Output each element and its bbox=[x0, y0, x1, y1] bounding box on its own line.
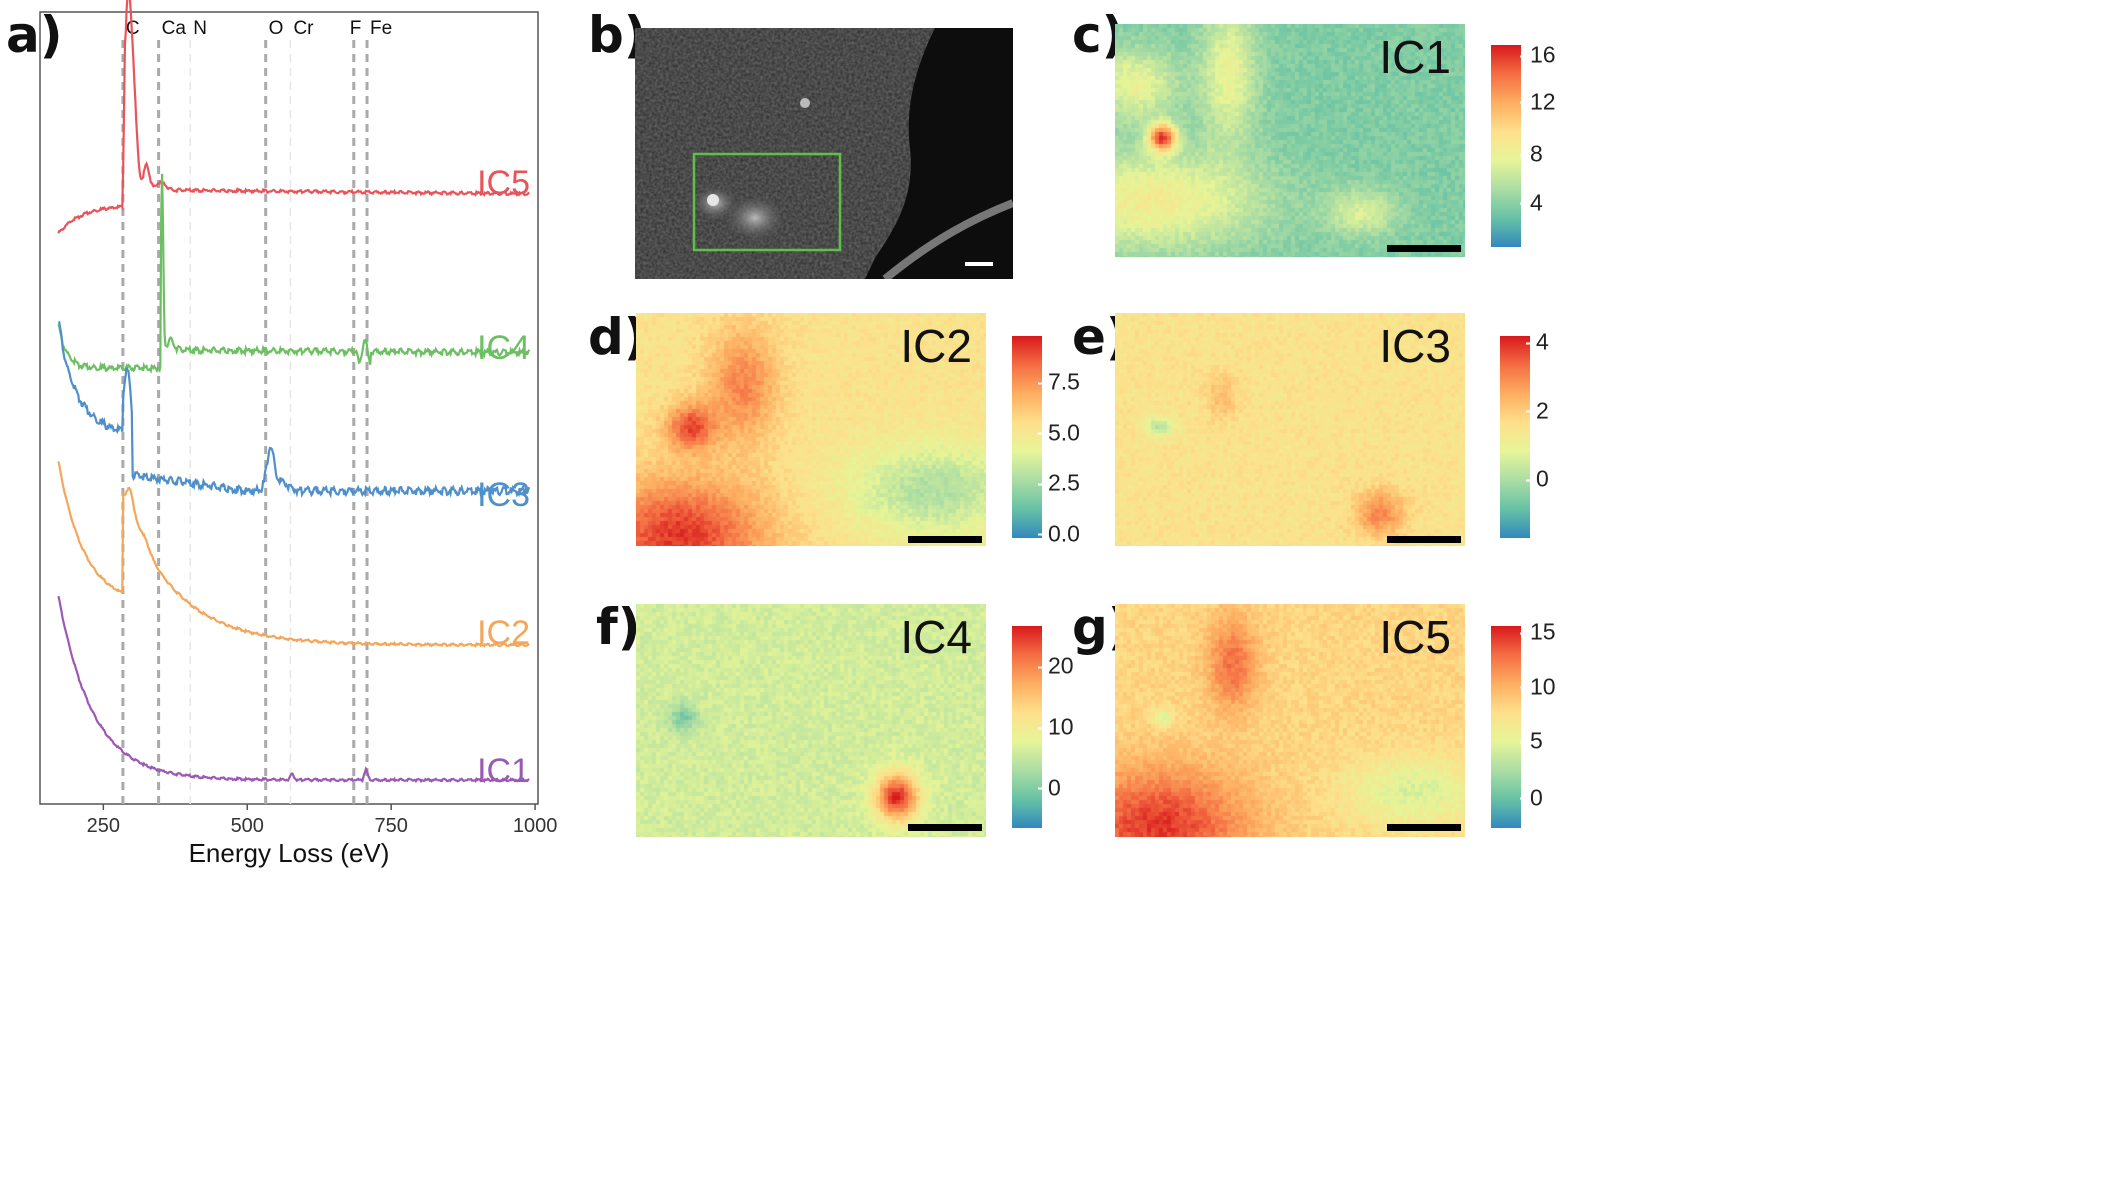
edge-label-F: F bbox=[350, 18, 362, 39]
colorbar-c bbox=[1491, 45, 1521, 247]
series-label-IC2: IC2 bbox=[477, 614, 530, 652]
ic5-map bbox=[1115, 604, 1465, 837]
cbar-tick: 16 bbox=[1520, 41, 1556, 68]
stem-image bbox=[635, 28, 1013, 279]
series-line-IC4 bbox=[57, 173, 531, 374]
cbar-tick: 4 bbox=[1526, 328, 1549, 355]
cbar-tick: 0 bbox=[1520, 784, 1543, 811]
cbar-tick: 15 bbox=[1520, 618, 1556, 645]
cbar-tick: 12 bbox=[1520, 88, 1556, 115]
series-line-IC3 bbox=[57, 320, 531, 499]
stem-image-panel bbox=[635, 28, 1013, 279]
edge-label-Cr: Cr bbox=[293, 18, 314, 39]
ic3-map-panel: IC3 bbox=[1115, 313, 1465, 546]
ic2-map-title: IC2 bbox=[900, 320, 972, 372]
cbar-tick: 7.5 bbox=[1038, 368, 1080, 395]
scale-bar-g bbox=[1387, 824, 1461, 831]
ic2-map-panel: IC2 bbox=[636, 313, 986, 546]
colorbar-f bbox=[1012, 626, 1042, 828]
colorbar-e bbox=[1500, 336, 1530, 538]
scale-bar-d bbox=[908, 536, 982, 543]
ic1-map-title: IC1 bbox=[1379, 31, 1451, 83]
plot-frame bbox=[39, 11, 539, 805]
ic1-map bbox=[1115, 24, 1465, 257]
x-axis-label: Energy Loss (eV) bbox=[189, 838, 390, 868]
scale-bar-e bbox=[1387, 536, 1461, 543]
cbar-tick: 0.0 bbox=[1038, 520, 1080, 547]
ic4-map-title: IC4 bbox=[900, 611, 972, 663]
ic5-map-panel: IC5 bbox=[1115, 604, 1465, 837]
ic3-map bbox=[1115, 313, 1465, 546]
scale-bar-f bbox=[908, 824, 982, 831]
cbar-tick: 10 bbox=[1038, 713, 1074, 740]
cbar-tick: 8 bbox=[1520, 140, 1543, 167]
cbar-tick: 20 bbox=[1038, 652, 1074, 679]
series-label-IC1: IC1 bbox=[477, 752, 530, 790]
x-tick-label: 750 bbox=[375, 815, 408, 837]
colorbar-g bbox=[1491, 626, 1521, 828]
series-label-IC3: IC3 bbox=[477, 476, 530, 514]
edge-label-N: N bbox=[193, 18, 207, 39]
edge-label-Ca: Ca bbox=[162, 18, 187, 39]
ic5-map-title: IC5 bbox=[1379, 611, 1451, 663]
cbar-tick: 0 bbox=[1038, 774, 1061, 801]
roi-box bbox=[692, 152, 842, 252]
cbar-tick: 4 bbox=[1520, 189, 1543, 216]
ic4-map-panel: IC4 bbox=[636, 604, 986, 837]
series-label-IC4: IC4 bbox=[477, 329, 530, 367]
ic1-map-panel: IC1 bbox=[1115, 24, 1465, 257]
series-line-IC5 bbox=[57, 0, 530, 234]
x-tick-label: 250 bbox=[87, 815, 120, 837]
panel-label-f: f) bbox=[596, 598, 641, 656]
x-tick-label: 500 bbox=[231, 815, 264, 837]
cbar-tick: 10 bbox=[1520, 673, 1556, 700]
series-line-IC1 bbox=[57, 595, 530, 784]
panel-label-a: a) bbox=[6, 6, 63, 64]
cbar-tick: 5.0 bbox=[1038, 419, 1080, 446]
series-line-IC2 bbox=[57, 461, 530, 648]
ic3-map-title: IC3 bbox=[1379, 320, 1451, 372]
cbar-tick: 5 bbox=[1520, 727, 1543, 754]
edge-label-O: O bbox=[269, 18, 284, 39]
edge-label-Fe: Fe bbox=[370, 18, 392, 39]
cbar-tick: 2 bbox=[1526, 397, 1549, 424]
series-label-IC5: IC5 bbox=[477, 164, 530, 202]
scale-bar-c bbox=[1387, 245, 1461, 252]
cbar-tick: 0 bbox=[1526, 465, 1549, 492]
colorbar-d bbox=[1012, 336, 1042, 538]
ic4-map bbox=[636, 604, 986, 837]
scale-bar-b bbox=[965, 262, 993, 266]
ic2-map bbox=[636, 313, 986, 546]
cbar-tick: 2.5 bbox=[1038, 469, 1080, 496]
x-tick-label: 1000 bbox=[513, 815, 558, 837]
